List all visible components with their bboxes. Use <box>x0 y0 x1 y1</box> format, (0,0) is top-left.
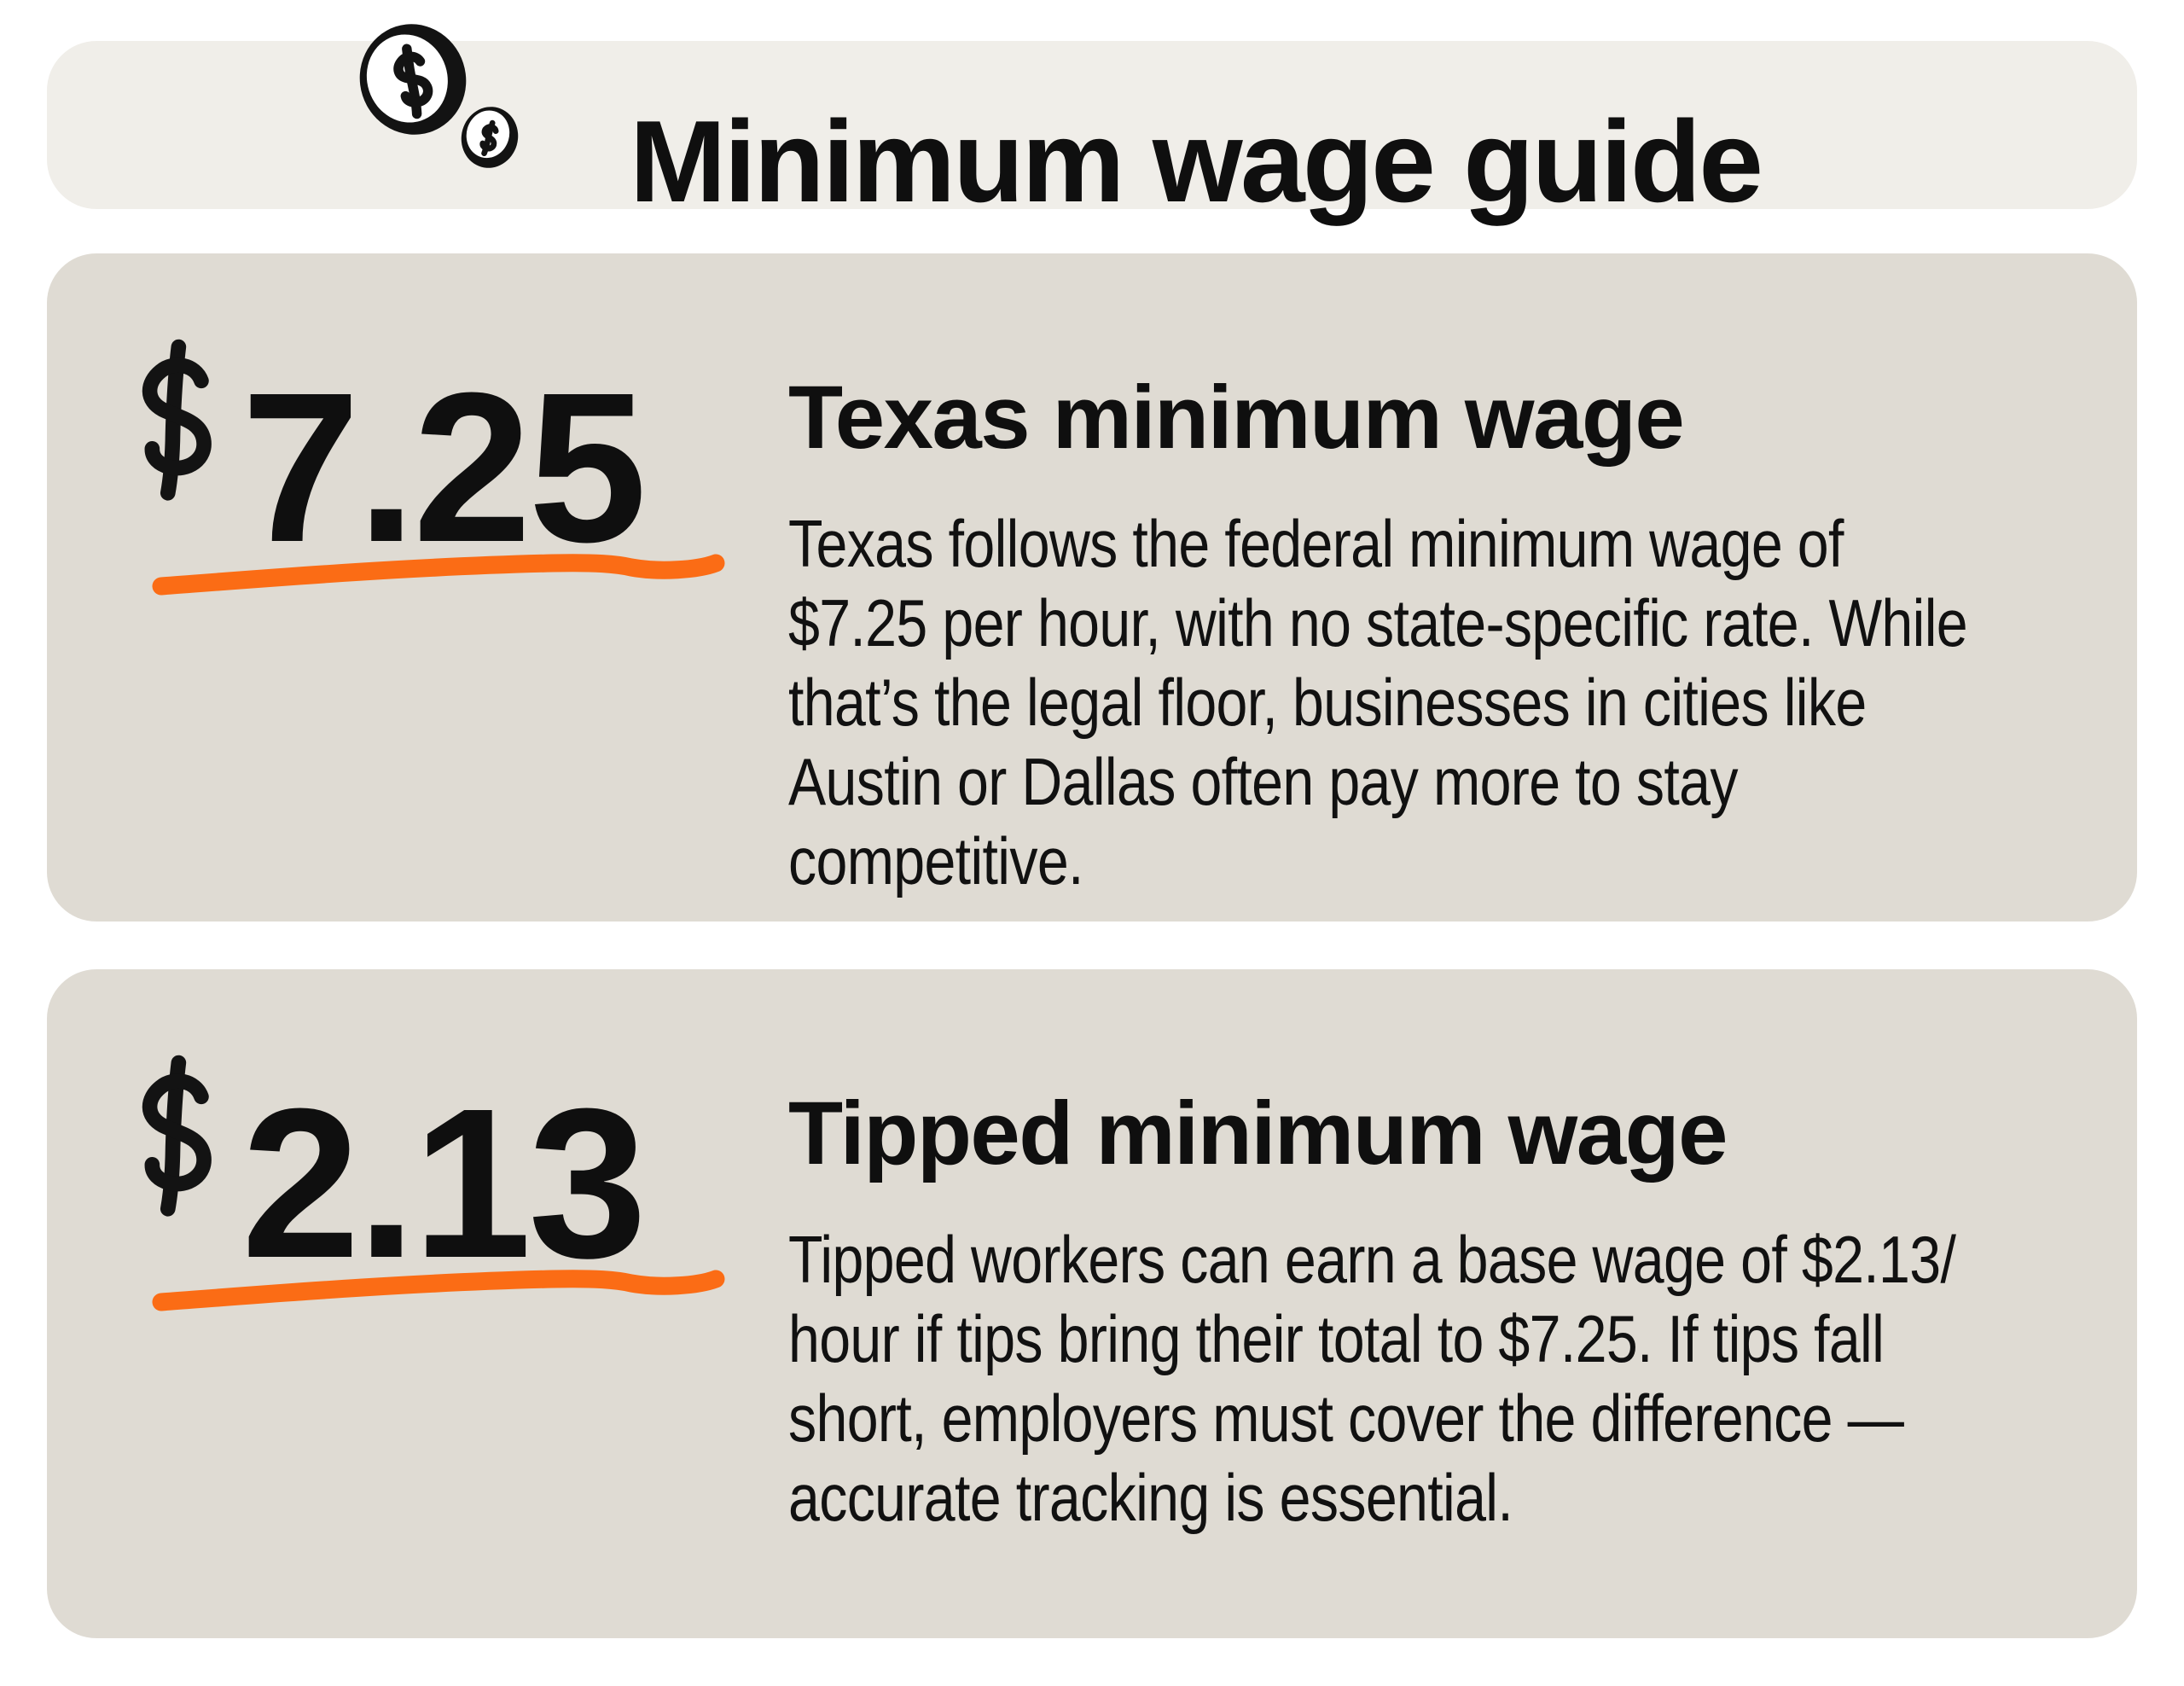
card-heading: Texas minimum wage <box>788 368 1685 468</box>
texas-minimum-wage-card: 7.25 Texas minimum wage Texas follows th… <box>47 253 2137 921</box>
dollar-sign-icon <box>142 339 212 501</box>
hand-drawn-underline <box>152 1270 725 1311</box>
dollar-coins-icon <box>359 24 519 168</box>
page-title: Minimum wage guide <box>630 96 1763 226</box>
hand-drawn-underline <box>152 554 725 596</box>
card-body: Texas follows the federal minimum wage o… <box>788 506 1968 898</box>
card-heading: Tipped minimum wage <box>788 1084 1728 1183</box>
card-body: Tipped workers can earn a base wage of $… <box>788 1222 1956 1535</box>
amount-value: 7.25 <box>241 348 647 586</box>
dollar-sign-icon <box>142 1055 212 1217</box>
tipped-minimum-wage-card: 2.13 Tipped minimum wage Tipped workers … <box>47 969 2137 1638</box>
amount-value: 2.13 <box>241 1064 647 1302</box>
